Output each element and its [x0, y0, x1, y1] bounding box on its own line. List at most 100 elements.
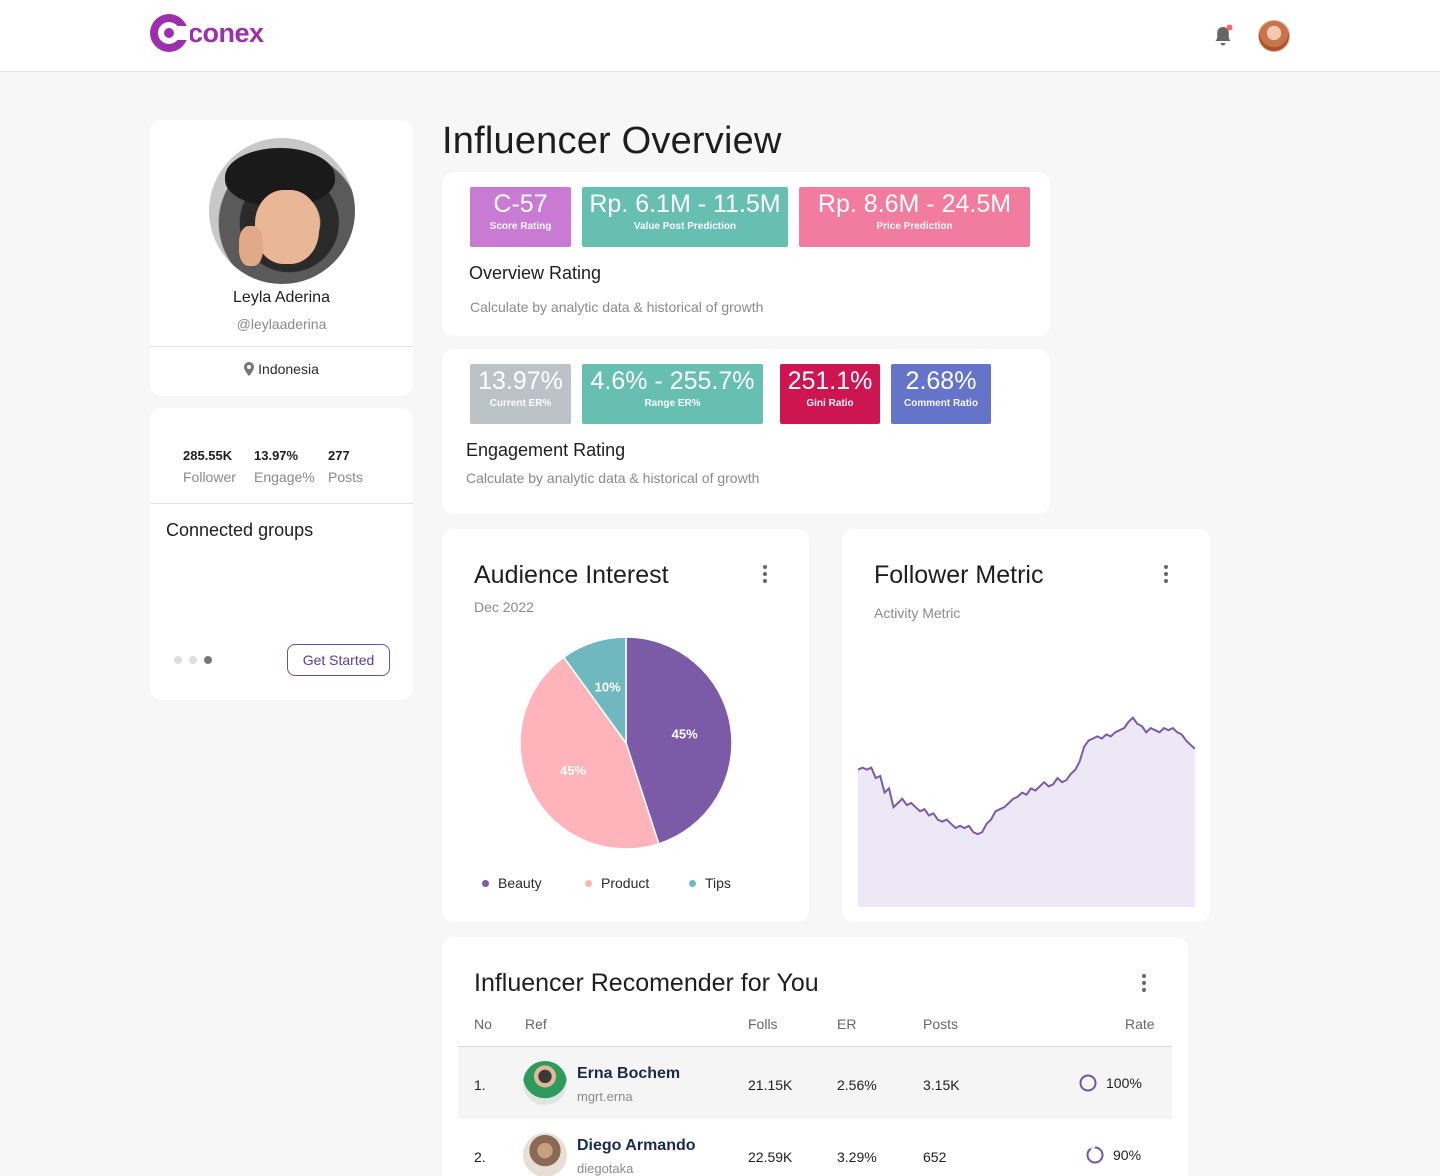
tile-value: 13.97%: [478, 367, 563, 395]
follower-series-line: [858, 716, 1195, 836]
stat-value: 285.55K: [183, 448, 233, 463]
followers-value: 22.59K: [748, 1149, 793, 1165]
column-header-posts[interactable]: Posts: [923, 1016, 959, 1032]
stat-engagement: 13.97% Engage%: [254, 448, 315, 485]
influencer-name[interactable]: Diego Armando: [577, 1137, 696, 1154]
brand-logo[interactable]: conex: [150, 13, 264, 53]
pie-slice-label: 10%: [595, 680, 621, 695]
value-post-prediction-tile: Rp. 6.1M - 11.5M Value Post Prediction: [582, 187, 788, 247]
notification-dot: [1226, 24, 1233, 31]
tile-label: Comment Ratio: [904, 398, 978, 409]
tile-label: Current ER%: [489, 398, 552, 409]
column-header-ref[interactable]: Ref: [525, 1016, 547, 1032]
tile-value: 2.68%: [905, 367, 977, 395]
column-header-rate[interactable]: Rate: [1125, 1016, 1155, 1032]
area-fill: [858, 717, 1195, 907]
stat-label: Follower: [183, 469, 236, 485]
tile-value: C-57: [493, 190, 548, 218]
engagement-rating-card: 13.97% Current ER% 4.6% - 255.7% Range E…: [442, 349, 1050, 514]
audience-interest-card: Audience Interest Dec 2022 45% 45% 10% Bea…: [442, 529, 809, 922]
page-title: Influencer Overview: [442, 120, 782, 162]
table-row[interactable]: 1. Erna Bochem mgrt.erna 21.15K 2.56% 3.…: [458, 1047, 1172, 1119]
tile-label: Price Prediction: [876, 221, 953, 232]
gini-ratio-tile: 251.1% Gini Ratio: [780, 364, 880, 424]
tile-value: 251.1%: [787, 367, 873, 395]
get-started-button[interactable]: Get Started: [287, 644, 390, 676]
tile-label: Gini Ratio: [806, 398, 854, 409]
stat-label: Engage%: [254, 469, 315, 485]
profile-name: Leyla Aderina: [233, 289, 330, 306]
er-value: 3.29%: [837, 1149, 877, 1165]
tile-value: Rp. 6.1M - 11.5M: [589, 190, 781, 218]
legend-dot: [482, 879, 489, 887]
rate-cell: 90%: [1086, 1146, 1141, 1164]
audience-pie-chart: 45% 45% 10%: [519, 636, 733, 850]
price-prediction-tile: Rp. 8.6M - 24.5M Price Prediction: [799, 187, 1030, 247]
location-pin-icon: [244, 362, 255, 376]
tile-label: Score Rating: [489, 221, 552, 232]
rate-value: 100%: [1106, 1075, 1142, 1091]
follower-area-chart: [858, 716, 1195, 907]
profile-card: Leyla Aderina @leylaaderina Indonesia: [150, 120, 413, 396]
stat-value: 13.97%: [254, 448, 299, 463]
tile-value: Rp. 8.6M - 24.5M: [817, 190, 1012, 218]
table-row[interactable]: 2. Diego Armando diegotaka 22.59K 3.29% …: [458, 1119, 1172, 1176]
column-header-folls[interactable]: Folls: [748, 1016, 778, 1032]
pie-slice-label: 45%: [560, 763, 586, 778]
column-header-er[interactable]: ER: [837, 1016, 857, 1032]
audience-interest-subtitle: Dec 2022: [474, 599, 534, 615]
followers-value: 21.15K: [748, 1077, 793, 1093]
divider: [150, 346, 413, 347]
pie-slice-beauty[interactable]: [625, 636, 733, 845]
stat-posts: 277 Posts: [328, 448, 363, 485]
carousel-dot-active[interactable]: [204, 656, 212, 664]
more-options-icon[interactable]: [762, 565, 768, 585]
influencer-handle: diegotaka: [577, 1161, 634, 1176]
rate-ring-icon: [1079, 1074, 1097, 1092]
stats-card: 285.55K Follower 13.97% Engage% 277 Post…: [150, 408, 413, 700]
avatar[interactable]: [523, 1133, 567, 1176]
posts-value: 3.15K: [923, 1077, 960, 1093]
rate-ring-icon: [1086, 1146, 1104, 1164]
pie-slice-tips[interactable]: [562, 636, 627, 746]
influencer-recommender-card: Influencer Recomender for You No Ref Fol…: [442, 937, 1188, 1176]
overview-rating-title: Overview Rating: [469, 263, 602, 283]
engagement-rating-subtitle: Calculate by analytic data & historical …: [466, 470, 760, 486]
divider: [150, 503, 413, 504]
er-value: 2.56%: [837, 1077, 877, 1093]
legend-label: Tips: [705, 875, 731, 891]
pie-slice-label: 45%: [672, 727, 698, 742]
column-header-no[interactable]: No: [474, 1016, 492, 1032]
legend-item-tips: Tips: [689, 875, 731, 891]
top-navigation-bar: conex: [0, 0, 1440, 72]
tile-label: Value Post Prediction: [633, 221, 737, 232]
carousel-dot[interactable]: [174, 656, 182, 664]
legend-label: Product: [601, 875, 650, 891]
pie-slice-product[interactable]: [519, 656, 660, 850]
influencer-name[interactable]: Erna Bochem: [577, 1065, 681, 1082]
current-er-tile: 13.97% Current ER%: [470, 364, 571, 424]
stat-followers: 285.55K Follower: [183, 448, 236, 485]
follower-metric-card: Follower Metric Activity Metric: [842, 529, 1210, 922]
more-options-icon[interactable]: [1141, 974, 1147, 994]
engagement-rating-title: Engagement Rating: [466, 440, 626, 460]
stat-value: 277: [328, 448, 350, 463]
posts-value: 652: [923, 1149, 947, 1165]
row-number: 2.: [474, 1149, 486, 1165]
carousel-dots[interactable]: [174, 656, 212, 664]
logo-mark-icon: [150, 14, 190, 52]
follower-metric-title: Follower Metric: [874, 561, 1044, 589]
overview-rating-subtitle: Calculate by analytic data & historical …: [470, 299, 764, 315]
bell-icon[interactable]: [1212, 24, 1234, 48]
overview-rating-card: C-57 Score Rating Rp. 6.1M - 11.5M Value…: [442, 172, 1050, 336]
brand-name: conex: [188, 17, 264, 48]
avatar[interactable]: [523, 1061, 567, 1105]
carousel-dot[interactable]: [189, 656, 197, 664]
profile-photo: [209, 138, 355, 284]
more-options-icon[interactable]: [1163, 565, 1169, 585]
user-avatar[interactable]: [1258, 20, 1290, 52]
audience-interest-title: Audience Interest: [474, 561, 669, 589]
location-text: Indonesia: [258, 361, 319, 377]
rate-cell: 100%: [1079, 1074, 1142, 1092]
header-divider: [458, 1046, 1172, 1047]
